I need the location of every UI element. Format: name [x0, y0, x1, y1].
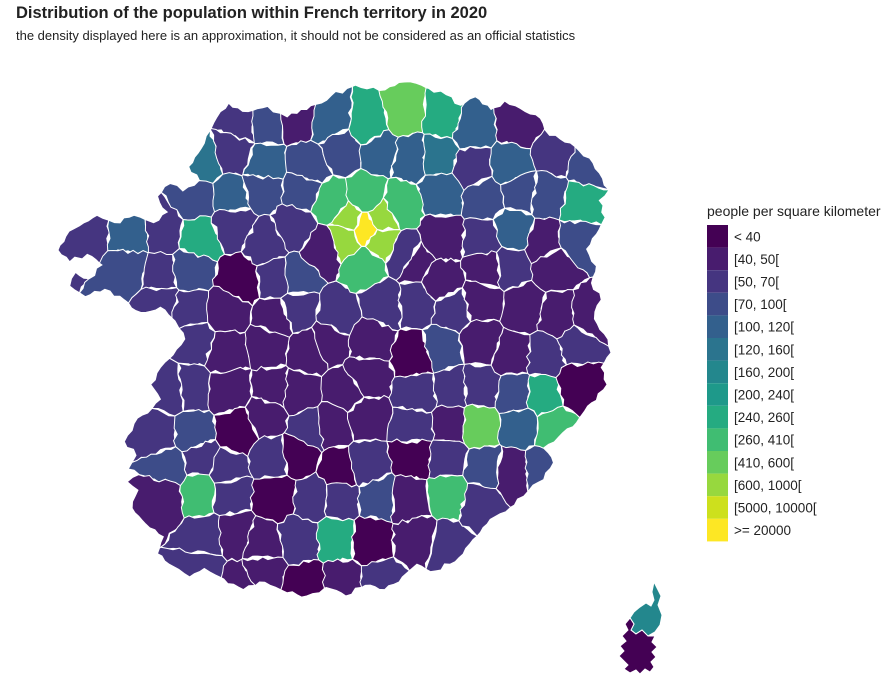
svg-text:[40, 50[: [40, 50[: [734, 252, 779, 267]
svg-text:[600, 1000[: [600, 1000[: [734, 478, 802, 493]
svg-text:[100, 120[: [100, 120[: [734, 320, 794, 335]
svg-text:[120, 160[: [120, 160[: [734, 342, 794, 357]
svg-text:[240, 260[: [240, 260[: [734, 410, 794, 425]
svg-text:>= 20000: >= 20000: [734, 523, 791, 538]
svg-text:[50, 70[: [50, 70[: [734, 275, 779, 290]
svg-text:[160, 200[: [160, 200[: [734, 365, 794, 380]
svg-text:[260, 410[: [260, 410[: [734, 433, 794, 448]
svg-text:[5000, 10000[: [5000, 10000[: [734, 501, 817, 516]
svg-text:people per square kilometer: people per square kilometer: [707, 203, 881, 219]
svg-text:< 40: < 40: [734, 229, 761, 244]
svg-text:[200, 240[: [200, 240[: [734, 388, 794, 403]
svg-text:[70, 100[: [70, 100[: [734, 297, 787, 312]
svg-text:[410, 600[: [410, 600[: [734, 455, 794, 470]
